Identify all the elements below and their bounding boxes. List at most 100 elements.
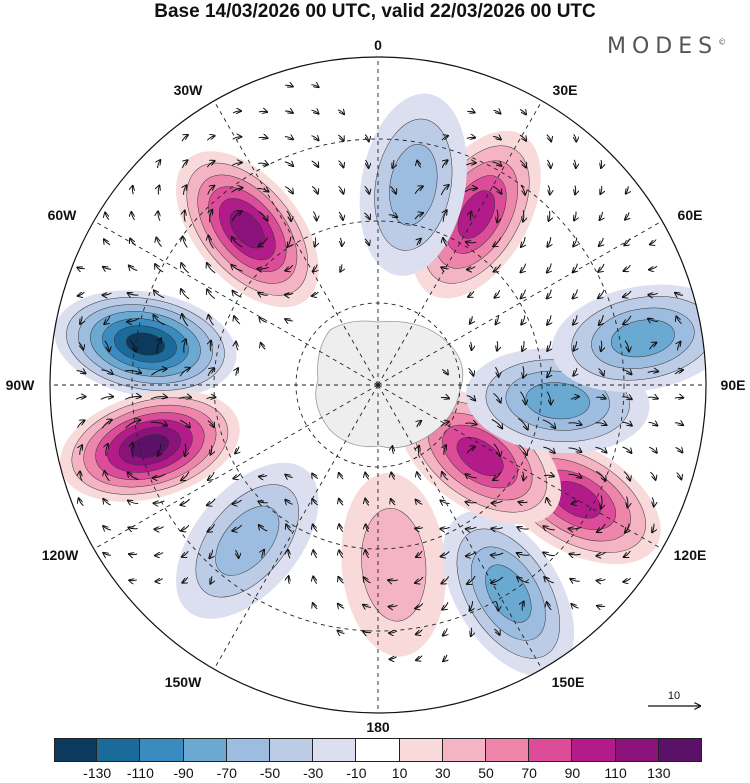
wind-vector: [124, 396, 141, 400]
wind-vector: [286, 210, 291, 221]
meridian-line: [213, 100, 379, 386]
wind-vector: [104, 340, 109, 351]
lon-label-60w: 60W: [47, 207, 77, 223]
wind-vector: [417, 239, 421, 246]
wind-vector: [128, 293, 139, 295]
wind-vector: [257, 267, 269, 269]
wind-vector: [182, 314, 189, 327]
wind-vector: [153, 315, 165, 326]
wind-vector: [104, 315, 111, 324]
wind-vector: [468, 290, 475, 297]
wind-vector: [129, 580, 137, 581]
wind-vector: [543, 446, 554, 453]
colorbar-tick-label: 30: [435, 765, 451, 781]
antarctica-landmass: [315, 320, 464, 449]
wind-vector: [623, 471, 630, 481]
wind-vector: [521, 236, 525, 247]
wind-vector: [312, 474, 319, 479]
wind-vector: [210, 210, 213, 223]
wind-vector: [392, 446, 393, 455]
wind-vector: [206, 136, 214, 141]
wind-vector: [491, 553, 504, 555]
wind-vector: [652, 523, 654, 533]
wind-vector: [210, 576, 211, 583]
wind-vector: [231, 188, 243, 193]
modes-logo: MODES©: [607, 34, 726, 59]
wind-vector: [150, 422, 167, 426]
wind-vector: [129, 266, 138, 271]
colorbar-tick-label: 70: [521, 765, 537, 781]
wind-vector: [676, 472, 682, 480]
wind-vector: [132, 186, 133, 195]
wind-vector: [466, 447, 475, 454]
wind-vector: [415, 576, 424, 583]
wind-vector: [674, 370, 683, 375]
wind-vector: [311, 110, 319, 113]
wind-vector: [466, 137, 475, 138]
colorbar-swatch: [399, 738, 443, 762]
wind-vector: [232, 111, 241, 113]
wind-vector: [181, 524, 190, 531]
wind-vectors: [76, 85, 683, 661]
wind-vector: [340, 237, 342, 246]
wind-vector: [517, 553, 530, 555]
wind-vector: [261, 343, 266, 350]
wind-vector: [363, 632, 371, 633]
wind-vector: [521, 315, 525, 324]
wind-vector: [338, 134, 343, 141]
wind-vector: [183, 160, 188, 168]
wind-vector: [549, 211, 550, 221]
wind-vector: [471, 341, 472, 350]
wind-vector: [285, 264, 294, 271]
wind-vector: [624, 238, 631, 246]
wind-vector: [443, 628, 447, 635]
wind-vector: [284, 162, 293, 166]
wind-vector: [599, 237, 604, 246]
wind-vector: [471, 627, 472, 636]
wind-vector: [517, 527, 529, 529]
wind-vector: [517, 577, 529, 584]
colorbar-tick-label: -10: [346, 765, 367, 781]
wind-vector: [569, 527, 582, 529]
wind-vector: [78, 342, 84, 349]
wind-vector: [313, 576, 318, 584]
wind-vector: [287, 236, 290, 247]
wind-vector: [80, 316, 82, 324]
wind-vector: [231, 265, 243, 272]
wind-vector: [547, 315, 551, 324]
wind-vector: [235, 549, 238, 558]
wind-vector: [440, 501, 450, 504]
wind-vector: [232, 237, 243, 248]
wind-vector: [674, 397, 684, 398]
wind-vector: [542, 419, 556, 428]
wind-vector: [466, 396, 475, 401]
wind-vector: [465, 423, 476, 425]
wind-vector: [285, 500, 293, 505]
colorbar-swatch: [442, 738, 487, 762]
colorbar-swatch: [486, 738, 530, 762]
wind-vector: [596, 551, 607, 556]
colorbar-swatch: [140, 738, 184, 762]
wind-vector: [155, 264, 164, 273]
wind-vector: [600, 185, 602, 194]
negative-anomaly: [551, 284, 706, 392]
wind-vector: [494, 264, 501, 271]
graticule: [50, 57, 706, 713]
wind-vector: [101, 370, 112, 374]
wind-vector: [416, 629, 423, 635]
wind-vector: [547, 498, 552, 507]
wind-vector: [520, 391, 525, 405]
wind-vector: [519, 110, 526, 115]
map-boundary: [49, 56, 707, 714]
wind-vector: [158, 160, 161, 169]
wind-vector: [105, 471, 110, 482]
colorbar-swatch: [270, 738, 314, 762]
wind-vector: [103, 553, 111, 555]
wind-vector: [131, 212, 135, 221]
wind-vector: [650, 239, 657, 245]
wind-vector: [232, 524, 243, 531]
wind-vector: [259, 476, 268, 477]
colorbar-swatch: [313, 738, 357, 762]
lon-label-150w: 150W: [164, 674, 202, 690]
wind-vector: [258, 501, 268, 502]
